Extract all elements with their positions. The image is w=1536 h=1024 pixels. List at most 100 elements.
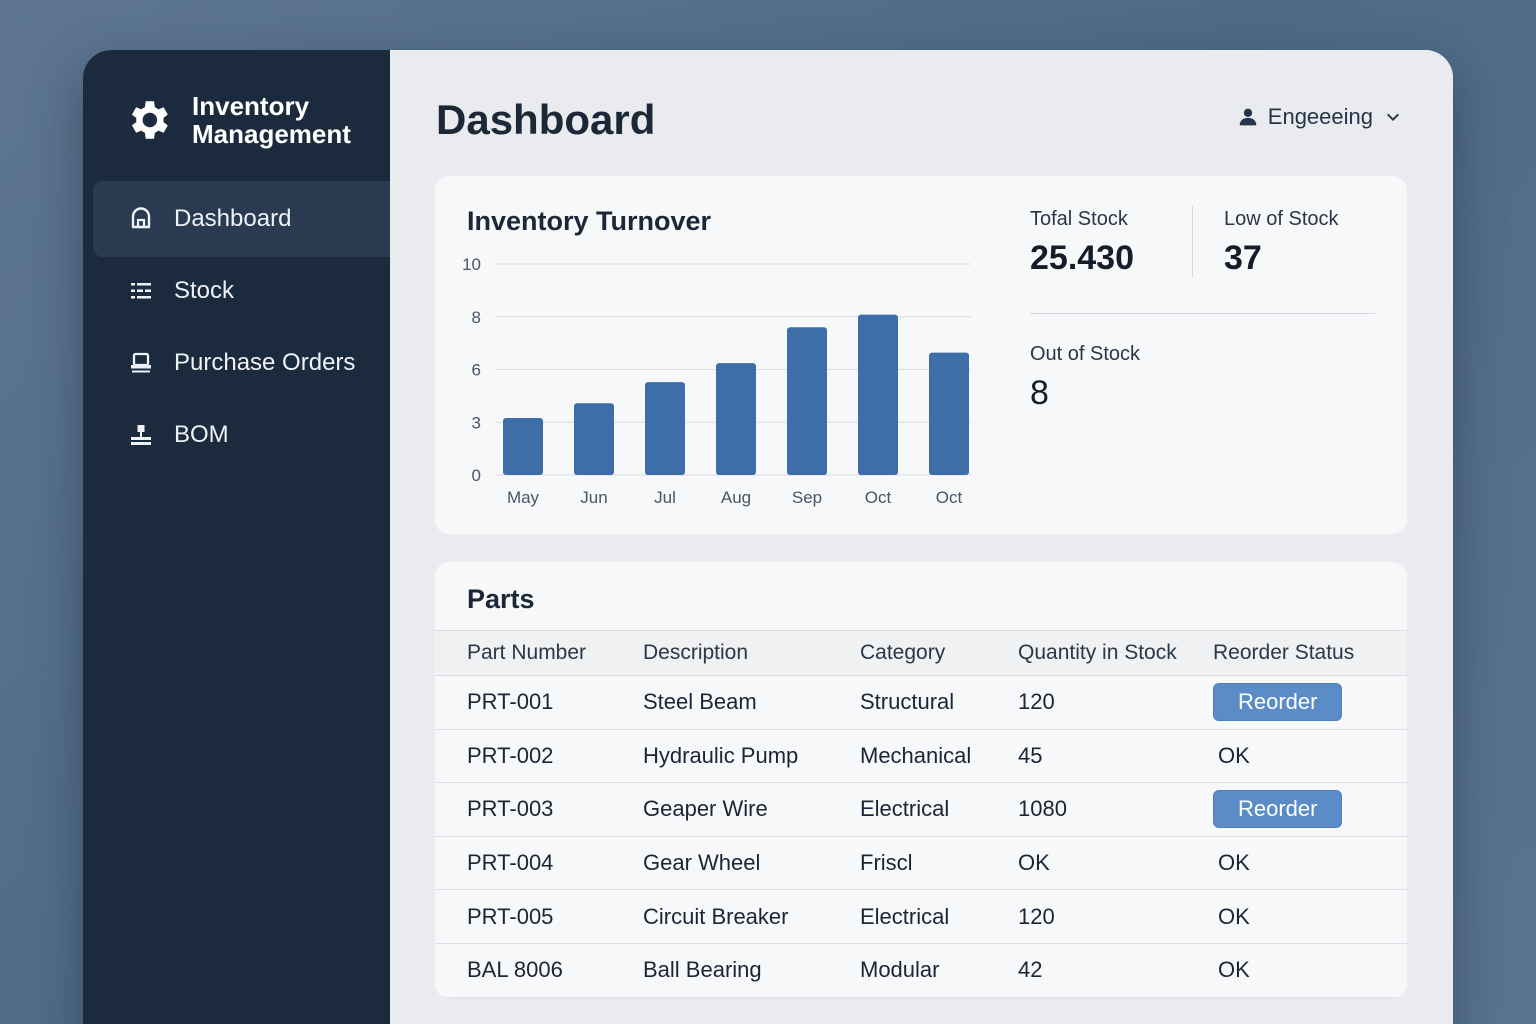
sidebar-item-label: Stock	[174, 277, 235, 304]
part-number-cell: PRT-003	[435, 782, 643, 837]
sidebar-nav: Dashboard Stock Purchase Orders BOM	[93, 181, 390, 469]
user-name: Engeeeing	[1267, 104, 1373, 129]
parts-title: Parts	[467, 584, 535, 614]
table-row[interactable]: PRT-005 Circuit Breaker Electrical 120 OK	[435, 889, 1407, 944]
category-cell: Friscl	[860, 836, 1018, 891]
low-stock-value: 37	[1224, 239, 1262, 277]
description-cell: Ball Bearing	[643, 943, 860, 998]
app-title-line2: Management	[192, 119, 351, 149]
low-stock-label: Low of Stock	[1224, 208, 1339, 230]
quantity-cell: OK	[1018, 836, 1213, 891]
part-number-cell: PRT-004	[435, 836, 643, 891]
reorder-status-cell: OK	[1213, 889, 1407, 944]
sidebar-item-label: Dashboard	[174, 205, 292, 232]
inventory-turnover-card: Inventory Turnover 0 3 6 8 10 May Jun Jul Aug Sep…	[435, 176, 1407, 534]
page-title: Dashboard	[436, 96, 656, 143]
user-menu[interactable]: Engeeeing	[1238, 104, 1411, 130]
x-tick-label: Oct	[936, 488, 963, 507]
reorder-status-cell: OK	[1213, 836, 1407, 891]
printer-icon	[128, 350, 154, 376]
table-row[interactable]: PRT-001 Steel Beam Structural 120 Reorder	[435, 675, 1407, 730]
quantity-cell: 1080	[1018, 782, 1213, 837]
reorder-status-cell: Reorder	[1213, 675, 1407, 730]
part-number-cell: PRT-002	[435, 729, 643, 784]
out-of-stock-value: 8	[1030, 374, 1049, 412]
bar-sep-4[interactable]	[787, 327, 827, 475]
y-tick-label: 0	[472, 466, 481, 485]
sidebar-item-label: BOM	[174, 421, 229, 448]
app-title: Inventory Management	[192, 92, 351, 148]
category-cell: Electrical	[860, 782, 1018, 837]
stat-divider	[1030, 313, 1375, 314]
sidebar-item-purchase-orders[interactable]: Purchase Orders	[93, 325, 390, 401]
reorder-button[interactable]: Reorder	[1213, 683, 1343, 722]
bar-jul-2[interactable]	[645, 382, 685, 475]
total-stock-value: 25.430	[1030, 239, 1134, 277]
column-header-category[interactable]: Category	[860, 630, 1018, 676]
column-header-description[interactable]: Description	[643, 630, 860, 676]
table-row[interactable]: PRT-004 Gear Wheel Friscl OK OK	[435, 836, 1407, 891]
gear-icon	[131, 101, 168, 139]
description-cell: Hydraulic Pump	[643, 729, 860, 784]
app-window: Inventory Management Dashboard Stock	[83, 50, 1453, 1024]
column-header-part-number[interactable]: Part Number	[435, 630, 643, 676]
bar-oct-6[interactable]	[929, 352, 969, 475]
y-tick-label: 8	[472, 308, 481, 327]
bar-jun-1[interactable]	[574, 403, 614, 475]
table-row[interactable]: PRT-003 Geaper Wire Electrical 1080 Reorder	[435, 782, 1407, 837]
status-text: OK	[1218, 903, 1250, 929]
brand: Inventory Management	[123, 92, 351, 148]
description-cell: Steel Beam	[643, 675, 860, 730]
description-cell: Circuit Breaker	[643, 889, 860, 944]
quantity-cell: 42	[1018, 943, 1213, 998]
sidebar-item-stock[interactable]: Stock	[93, 253, 390, 329]
reorder-button[interactable]: Reorder	[1213, 790, 1343, 829]
y-tick-label: 10	[462, 256, 481, 274]
category-cell: Mechanical	[860, 729, 1018, 784]
table-row[interactable]: BAL 8006 Ball Bearing Modular 42 OK	[435, 943, 1407, 998]
main-content: Dashboard Engeeeing Inventory Turnover 0…	[390, 50, 1453, 1024]
parts-table: Part Number Description Category Quantit…	[435, 630, 1407, 998]
sidebar-item-bom[interactable]: BOM	[93, 397, 390, 473]
out-of-stock-stat: Out of Stock 8	[1030, 343, 1140, 413]
sidebar: Inventory Management Dashboard Stock	[83, 50, 390, 1024]
turnover-chart: 0 3 6 8 10 May Jun Jul Aug Sep Oct Oct	[462, 256, 971, 507]
chevron-down-icon	[1387, 113, 1399, 121]
quantity-cell: 120	[1018, 675, 1213, 730]
sidebar-item-dashboard[interactable]: Dashboard	[93, 181, 390, 257]
description-cell: Gear Wheel	[643, 836, 860, 891]
hierarchy-icon	[128, 422, 154, 448]
chart-title: Inventory Turnover	[467, 206, 712, 236]
reorder-status-cell: Reorder	[1213, 782, 1407, 837]
y-tick-label: 6	[472, 361, 481, 380]
user-icon	[1239, 108, 1257, 126]
bar-may-0[interactable]	[503, 418, 543, 475]
category-cell: Modular	[860, 943, 1018, 998]
table-header-row: Part Number Description Category Quantit…	[435, 630, 1407, 676]
table-row[interactable]: PRT-002 Hydraulic Pump Mechanical 45 OK	[435, 729, 1407, 784]
description-cell: Geaper Wire	[643, 782, 860, 837]
x-tick-label: Sep	[792, 488, 822, 507]
list-icon	[128, 278, 154, 304]
column-header-reorder-status[interactable]: Reorder Status	[1213, 630, 1407, 676]
out-of-stock-label: Out of Stock	[1030, 343, 1141, 365]
category-cell: Structural	[860, 675, 1018, 730]
total-stock-stat: Tofal Stock 25.430	[1030, 208, 1134, 278]
status-text: OK	[1218, 957, 1250, 983]
part-number-cell: PRT-005	[435, 889, 643, 944]
quantity-cell: 45	[1018, 729, 1213, 784]
part-number-cell: BAL 8006	[435, 943, 643, 998]
app-title-line1: Inventory	[192, 91, 310, 121]
part-number-cell: PRT-001	[435, 675, 643, 730]
bar-aug-3[interactable]	[716, 363, 756, 475]
sidebar-item-label: Purchase Orders	[174, 349, 356, 376]
bar-oct-5[interactable]	[858, 314, 898, 475]
status-text: OK	[1218, 742, 1250, 768]
column-header-quantity[interactable]: Quantity in Stock	[1018, 630, 1213, 676]
status-text: OK	[1218, 850, 1250, 876]
reorder-status-cell: OK	[1213, 729, 1407, 784]
x-tick-label: Aug	[721, 488, 751, 507]
x-tick-label: Jun	[580, 488, 607, 507]
reorder-status-cell: OK	[1213, 943, 1407, 998]
parts-card: Parts Part Number Description Category Q…	[435, 562, 1407, 998]
